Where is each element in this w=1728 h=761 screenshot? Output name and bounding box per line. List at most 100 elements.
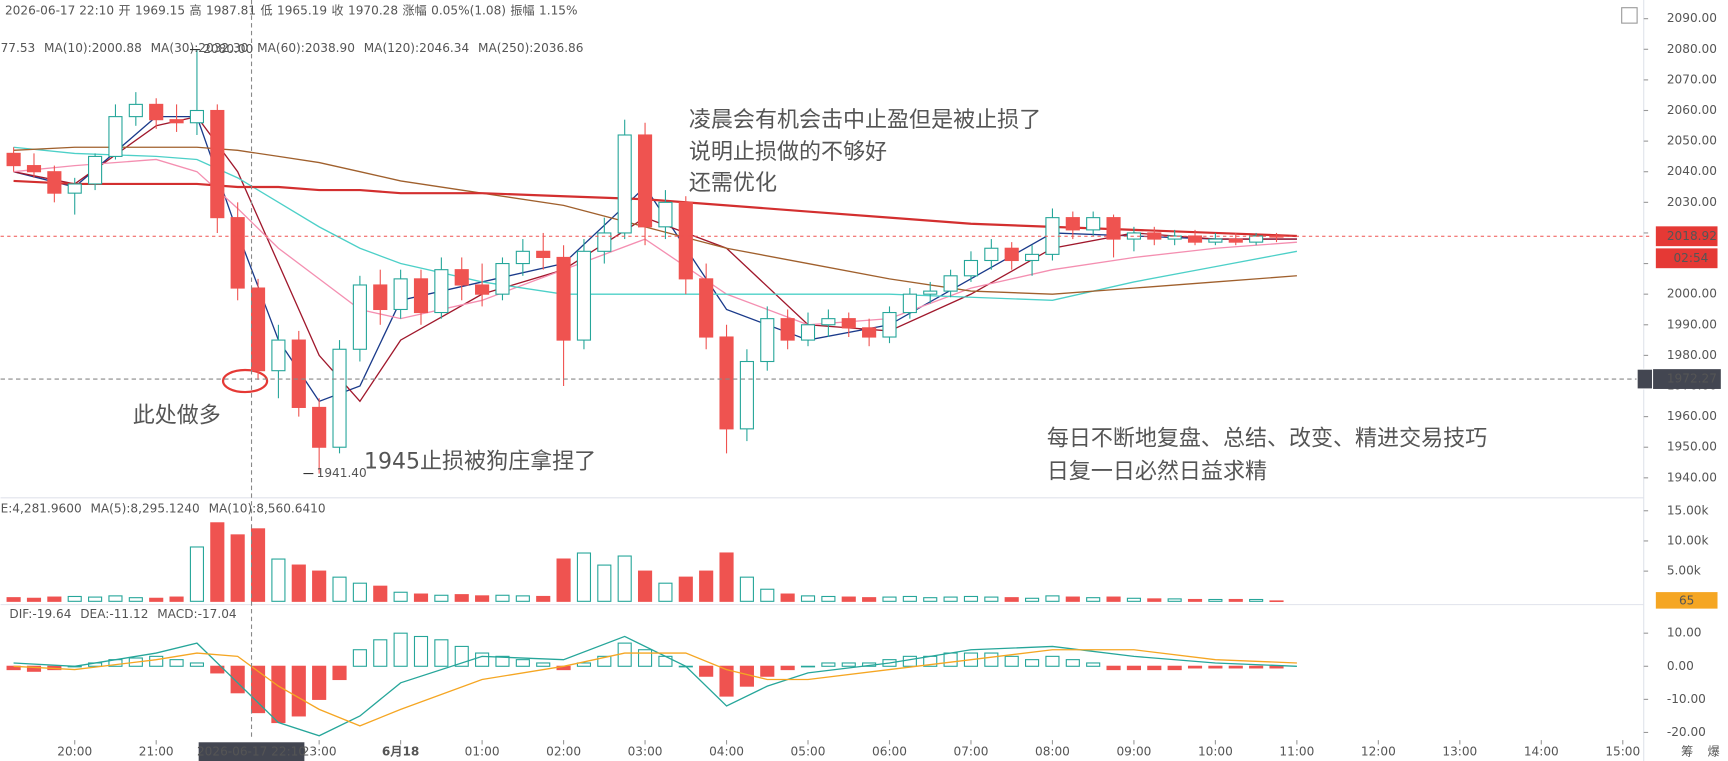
- candle-body: [312, 406, 327, 448]
- macd-bar: [1208, 665, 1223, 669]
- volume-bar: [943, 596, 958, 602]
- volume-bar: [515, 595, 530, 602]
- macd-bar: [149, 655, 164, 667]
- candle-body: [128, 103, 143, 118]
- candle-body: [760, 318, 775, 363]
- candle-body: [332, 348, 347, 448]
- annotation: 此处做多: [133, 403, 221, 428]
- macd-bar: [597, 655, 612, 667]
- x-tick-label: 03:00: [628, 745, 663, 759]
- x-tick-label: 13:00: [1442, 745, 1477, 759]
- last-volume: 65: [1679, 593, 1694, 607]
- side-button: 筹: [1681, 745, 1693, 759]
- legend-item: 涨幅: [403, 3, 427, 18]
- x-tick-label: 6月18: [382, 745, 419, 759]
- crosshair-add-button: [1636, 368, 1654, 390]
- expand-icon[interactable]: [1621, 7, 1638, 24]
- y-tick-label: 2080.00: [1667, 42, 1717, 56]
- legend-item: MA(30):2032.30: [151, 41, 249, 55]
- macd-bar: [1147, 665, 1162, 671]
- legend-item: DEA:-11.12: [80, 607, 148, 621]
- volume-bar: [1106, 596, 1121, 602]
- candle-body: [699, 278, 714, 338]
- volume-bar: [1228, 598, 1243, 602]
- volume-bar: [475, 595, 490, 602]
- last-price-box: [1655, 226, 1718, 247]
- candle-body: [1086, 217, 1101, 231]
- candle-body: [902, 293, 917, 314]
- x-tick-label: 10:00: [1198, 745, 1233, 759]
- candle-body: [1147, 232, 1162, 240]
- candle-body: [495, 263, 510, 295]
- y-tick-label: 1980.00: [1667, 348, 1717, 362]
- x-tick-label: 01:00: [465, 745, 500, 759]
- candle-body: [780, 318, 795, 341]
- volume-bar: [923, 597, 938, 602]
- macd-bar: [1004, 655, 1019, 667]
- volume-bar: [495, 594, 510, 602]
- volume-bar: [230, 534, 245, 602]
- last-volume-box: [1655, 592, 1718, 609]
- candle-body: [984, 247, 999, 262]
- volume-bar: [332, 576, 347, 602]
- volume-bar: [658, 582, 673, 602]
- crosshair-time-box: [198, 742, 305, 761]
- volume-bar: [862, 597, 877, 602]
- candle-body: [862, 327, 877, 338]
- volume-bar: [800, 595, 816, 602]
- y-tick-label: 2060.00: [1667, 103, 1717, 117]
- volume-bar: [637, 570, 653, 602]
- candle-body: [923, 290, 938, 295]
- y-tick-label: 1940.00: [1667, 470, 1717, 484]
- macd-bar: [312, 665, 327, 700]
- candle-body: [352, 284, 367, 350]
- y-tick-label: 2000.00: [1667, 287, 1717, 301]
- volume-bar: [1249, 598, 1264, 602]
- macd-bar: [984, 652, 999, 667]
- legend-item: 2026-06-17 22:10: [5, 4, 114, 18]
- candle-body: [454, 269, 469, 286]
- macd-bar: [1187, 665, 1203, 669]
- macd-bar: [902, 655, 917, 667]
- volume-bar: [1086, 597, 1101, 602]
- candle-body: [6, 152, 21, 167]
- crosshair-price-box: [1652, 369, 1721, 389]
- legend-item: 高: [190, 3, 202, 18]
- volume-bar: [1025, 597, 1040, 602]
- macd-bar: [780, 665, 795, 671]
- y-tick-label: 1950.00: [1667, 440, 1717, 454]
- candle-body: [149, 103, 164, 121]
- volume-bar: [1045, 595, 1060, 602]
- macd-bar: [536, 662, 551, 667]
- legend-item: 1.15%: [539, 4, 577, 18]
- candle-body: [393, 278, 408, 311]
- candle-body: [1208, 238, 1223, 243]
- annotation: 1945止损被狗庄拿捏了: [364, 449, 596, 475]
- volume-bar: [413, 593, 429, 602]
- volume-bar: [719, 552, 734, 602]
- volume-bar: [250, 528, 266, 602]
- legend-item: 振幅: [510, 3, 534, 18]
- legend-item: MA(10):2000.88: [44, 41, 142, 55]
- macd-bar: [495, 655, 510, 667]
- candle-body: [189, 109, 205, 124]
- volume-bar: [169, 596, 184, 602]
- macd-bar: [475, 652, 490, 667]
- candle-body: [678, 201, 693, 280]
- volume-bar: [434, 594, 449, 602]
- macd-bar: [413, 635, 429, 667]
- x-tick-label: 23:00: [302, 745, 337, 759]
- candle-body: [230, 217, 245, 289]
- candle-body: [1187, 235, 1203, 243]
- legend-item: MA(250):2036.86: [478, 41, 583, 55]
- volume-bar: [1126, 597, 1141, 602]
- annotation: 凌晨会有机会击中止盈但是被止损了: [689, 108, 1041, 133]
- x-tick-label: 09:00: [1116, 745, 1151, 759]
- volume-bar: [963, 595, 979, 602]
- macd-bar: [821, 662, 836, 667]
- legend-item: 0.05%(1.08): [431, 4, 506, 18]
- annotation: 还需优化: [689, 171, 777, 196]
- macd-bar: [1045, 655, 1060, 667]
- candle-body: [800, 324, 816, 341]
- volume-bar: [88, 596, 103, 602]
